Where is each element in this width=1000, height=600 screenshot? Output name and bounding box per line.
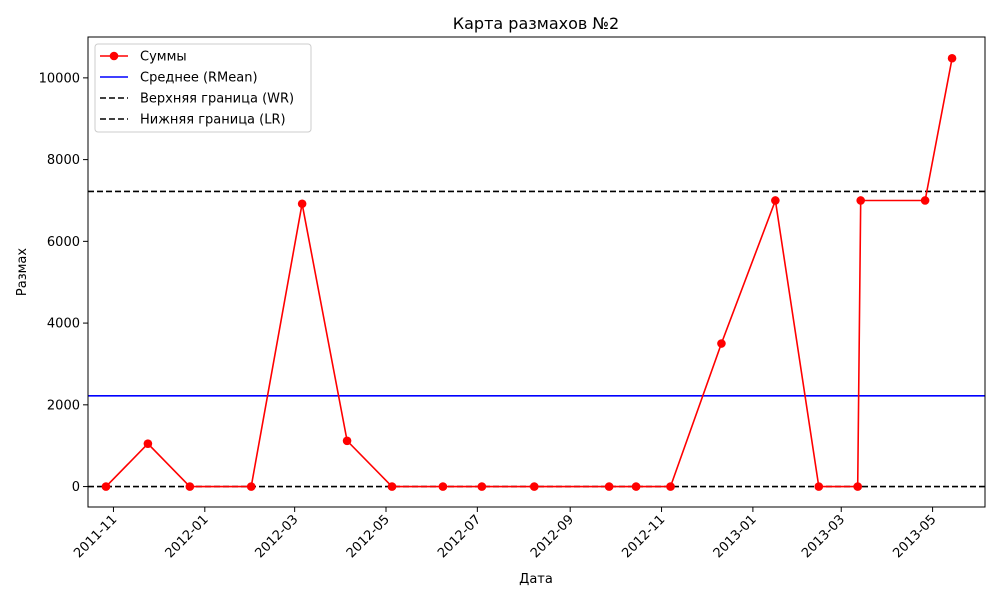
data-point [246, 482, 256, 491]
y-tick-label: 6000 [47, 235, 80, 250]
data-point [143, 439, 153, 448]
data-point [342, 436, 352, 446]
legend-entry-label: Суммы [140, 50, 187, 65]
legend: Суммы Среднее (RMean) Верхняя граница (WR)… [94, 43, 312, 133]
x-tick-label: 2012-11 [619, 512, 668, 561]
legend-entry-label: Среднее (RMean) [140, 71, 258, 86]
y-tick-label: 2000 [47, 398, 80, 413]
y-tick-label: 4000 [47, 317, 80, 332]
x-tick-label: 2013-01 [711, 512, 760, 561]
x-axis-label: Дата [519, 572, 553, 587]
data-point [853, 482, 863, 491]
data-point [920, 196, 930, 205]
data-point [814, 482, 824, 491]
plot-frame [87, 36, 986, 508]
y-axis-label: Размах [15, 248, 30, 296]
chart-title: Карта размахов №2 [453, 14, 619, 33]
data-point [856, 196, 866, 205]
legend-entry-label: Верхняя граница (WR) [140, 92, 294, 107]
series-line-0 [105, 58, 953, 488]
x-tick-label: 2011-11 [71, 512, 120, 561]
y-tick-label: 0 [72, 480, 80, 495]
data-point [185, 482, 195, 491]
x-tick-label: 2012-09 [528, 512, 577, 561]
data-point [297, 199, 307, 209]
legend-marker [109, 51, 119, 61]
x-tick-label: 2012-03 [252, 512, 301, 561]
data-point [717, 339, 726, 348]
data-point [101, 482, 111, 491]
data-point [947, 53, 957, 63]
x-tick-label: 2012-07 [435, 512, 484, 561]
y-tick-label: 10000 [39, 71, 80, 86]
y-tick-label: 8000 [47, 153, 80, 168]
x-tick-label: 2013-03 [799, 512, 848, 561]
data-point [387, 482, 397, 491]
data-point [666, 482, 675, 491]
legend-box [94, 43, 312, 133]
data-point [477, 482, 487, 491]
data-point [604, 482, 614, 491]
data-point [529, 482, 539, 491]
x-tick-label: 2013-05 [890, 512, 939, 561]
legend-entry-label: Нижняя граница (LR) [140, 113, 286, 128]
x-tick-label: 2012-01 [163, 512, 212, 561]
x-tick-label: 2012-05 [344, 512, 393, 561]
data-point [771, 196, 780, 205]
data-point [631, 482, 641, 491]
data-point [438, 482, 448, 491]
